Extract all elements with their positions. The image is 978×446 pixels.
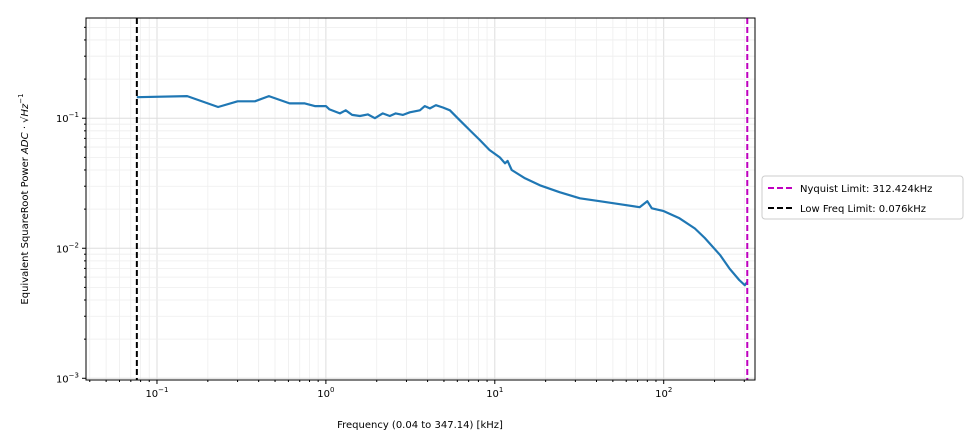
psd-series-line (136, 94, 749, 287)
legend-label-low-freq: Low Freq Limit: 0.076kHz (800, 204, 926, 215)
grid (86, 18, 755, 380)
y-axis-label: Equivalent SquareRoot Power ADC · √Hz−1 (17, 93, 31, 304)
plot-lines (135, 18, 749, 380)
plot-frame (85, 17, 756, 381)
x-tick-label: 10−1 (145, 386, 168, 400)
legend: Nyquist Limit: 312.424kHz Low Freq Limit… (761, 175, 964, 220)
axis-ticks: 10−1 100 101 102 10−3 10−2 10−1 (56, 26, 745, 400)
legend-label-nyquist: Nyquist Limit: 312.424kHz (800, 184, 932, 195)
y-tick-label: 10−3 (56, 371, 79, 385)
x-tick-label: 100 (317, 386, 334, 400)
y-tick-label: 10−2 (56, 241, 79, 255)
x-axis-label: Frequency (0.04 to 347.14) [kHz] (337, 420, 503, 431)
x-tick-label: 102 (655, 386, 672, 400)
x-tick-label: 101 (486, 386, 503, 400)
y-tick-label: 10−1 (56, 111, 79, 125)
